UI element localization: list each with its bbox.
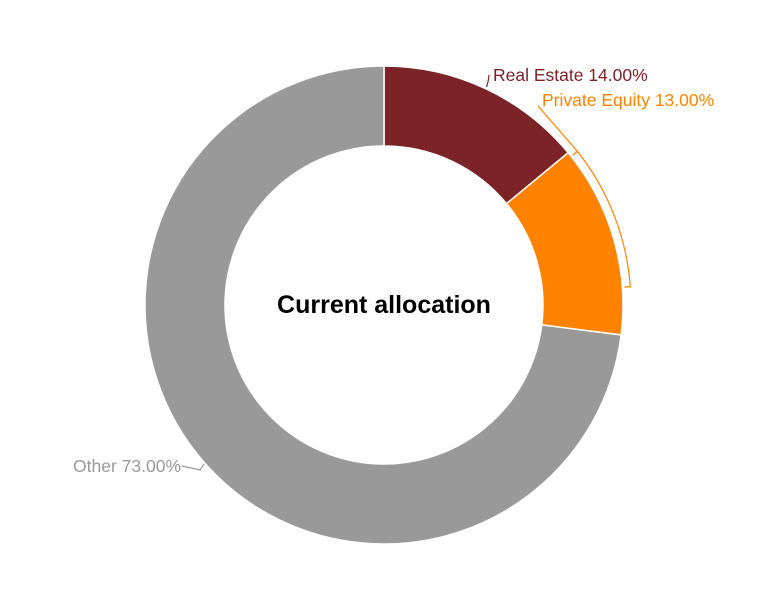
donut-slice-other[interactable] — [144, 65, 622, 545]
chart-title: Current allocation — [277, 291, 491, 319]
label-leaders — [181, 74, 631, 471]
slice-label-private-equity: Private Equity 13.00% — [542, 90, 714, 110]
leader-real-estate — [486, 74, 490, 88]
slice-label-other: Other 73.00% — [73, 456, 181, 476]
leader-other — [181, 463, 205, 471]
slice-labels: Real Estate 14.00% Private Equity 13.00% O… — [73, 65, 714, 476]
slice-label-real-estate: Real Estate 14.00% — [493, 65, 648, 85]
leader-private-equity-bracket — [572, 150, 631, 288]
donut-slices — [144, 65, 624, 545]
leader-private-equity — [537, 105, 578, 152]
